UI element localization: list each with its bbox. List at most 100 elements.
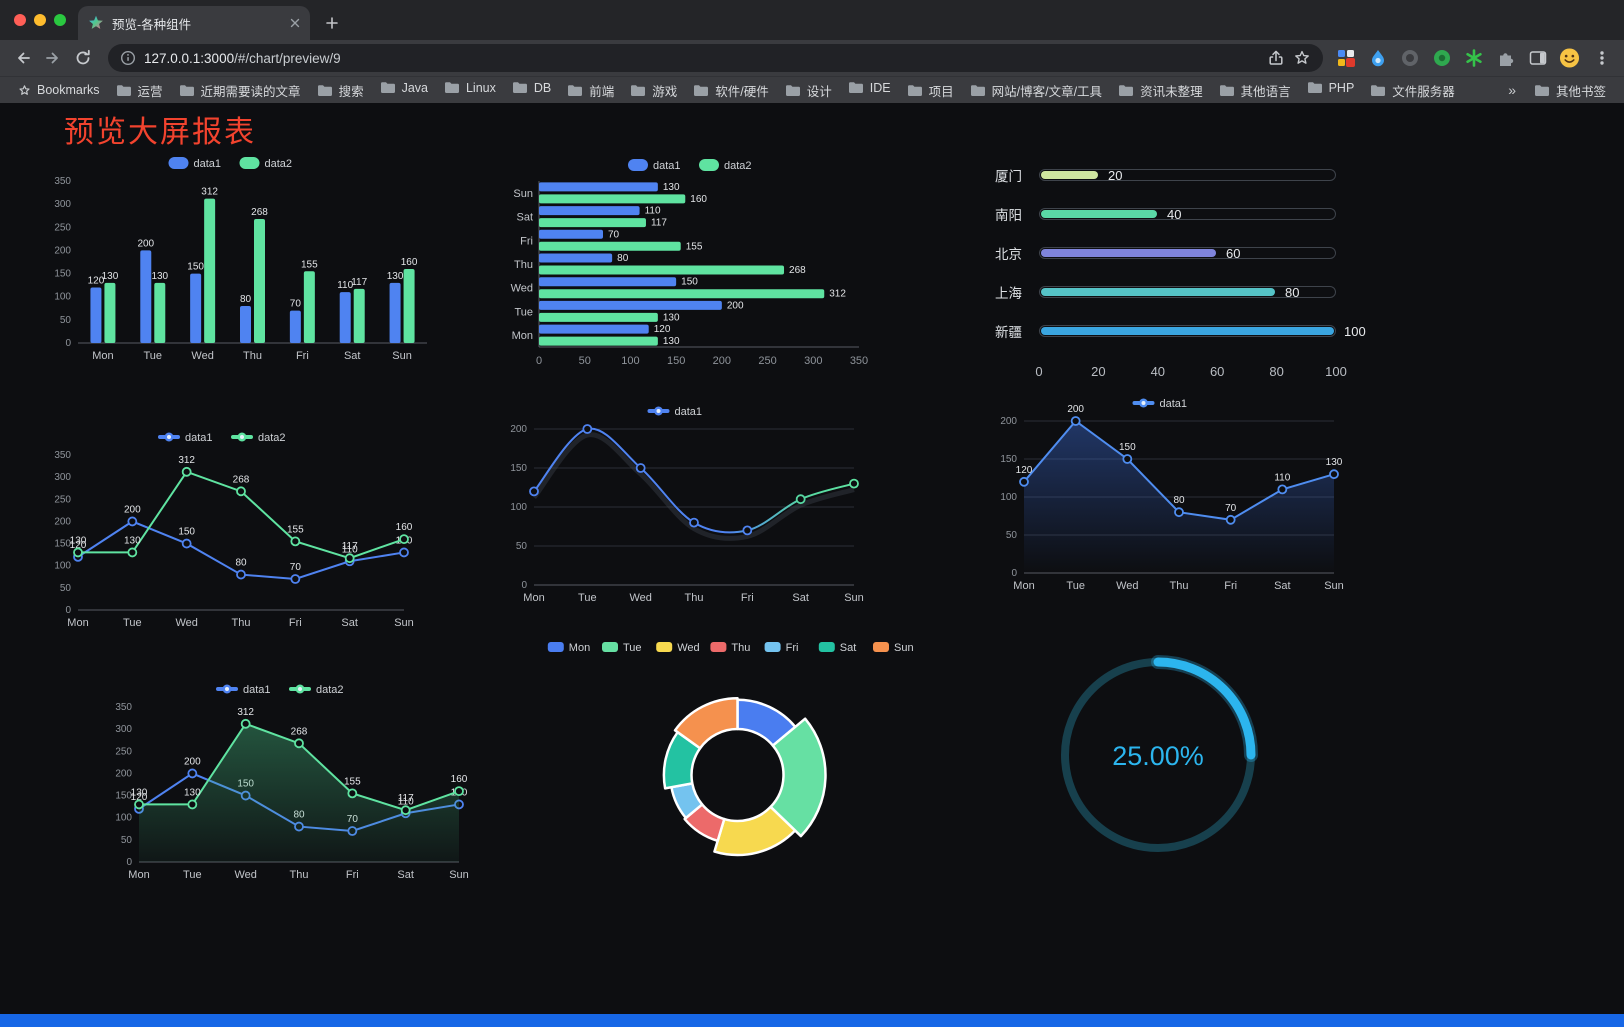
svg-text:Sun: Sun	[394, 617, 414, 629]
svg-text:120: 120	[88, 275, 105, 286]
svg-text:Thu: Thu	[1170, 580, 1189, 592]
bookmark-folder-item[interactable]: 前端	[559, 81, 622, 100]
extension-colorful-icon[interactable]	[1335, 48, 1356, 69]
svg-text:25.00%: 25.00%	[1112, 741, 1204, 771]
bookmark-folder-item[interactable]: 搜索	[309, 81, 372, 100]
bookmark-folder-item[interactable]: 设计	[777, 81, 840, 100]
progress-row: 厦门 20	[995, 155, 1380, 194]
svg-text:300: 300	[115, 724, 132, 735]
svg-text:312: 312	[178, 455, 195, 466]
folder-icon	[631, 84, 646, 96]
progress-label: 上海	[995, 285, 1022, 301]
reload-button[interactable]	[70, 45, 96, 71]
bookmark-folder-item[interactable]: 网站/博客/文章/工具	[962, 81, 1110, 100]
bookmark-folder-item[interactable]: 近期需要读的文章	[171, 81, 309, 100]
browser-menu-button[interactable]	[1591, 48, 1612, 69]
extension-drop-icon[interactable]	[1367, 48, 1388, 69]
folder-icon	[568, 84, 583, 96]
bookmark-folder-item[interactable]: 文件服务器	[1362, 81, 1463, 100]
svg-text:Mon: Mon	[67, 617, 88, 629]
svg-text:Sun: Sun	[449, 869, 469, 881]
url-text[interactable]: 127.0.0.1:3000/#/chart/preview/9	[144, 51, 1259, 66]
bookmark-star-icon[interactable]	[1293, 49, 1311, 67]
bookmark-folder-item[interactable]: 游戏	[622, 81, 685, 100]
profile-avatar[interactable]	[1559, 48, 1580, 69]
svg-text:110: 110	[1274, 472, 1290, 483]
reload-icon	[76, 49, 90, 65]
close-window-button[interactable]	[14, 14, 26, 26]
svg-text:100: 100	[1000, 492, 1017, 503]
extension-asterisk-icon[interactable]	[1463, 48, 1484, 69]
minimize-window-button[interactable]	[34, 14, 46, 26]
bookmark-folder-item[interactable]: 软件/硬件	[685, 81, 776, 100]
svg-text:150: 150	[54, 269, 71, 280]
tab-close-icon[interactable]	[290, 18, 300, 28]
folder-icon	[1307, 82, 1322, 93]
svg-text:70: 70	[290, 562, 302, 573]
back-button[interactable]	[10, 45, 36, 71]
bookmarks-app-item[interactable]: Bookmarks	[10, 77, 108, 103]
svg-text:Sun: Sun	[894, 642, 914, 654]
bookmark-folder-item[interactable]: 运营	[108, 81, 171, 100]
progress-value: 20	[1108, 167, 1123, 183]
bookmark-folder-item[interactable]: PHP	[1299, 81, 1363, 95]
other-bookmarks-item[interactable]: 其他书签	[1526, 77, 1614, 103]
svg-text:250: 250	[54, 222, 71, 233]
bookmark-folder-item[interactable]: DB	[504, 81, 559, 95]
side-panel-icon[interactable]	[1527, 48, 1548, 69]
svg-text:data1: data1	[185, 432, 213, 444]
svg-text:200: 200	[184, 756, 201, 767]
svg-text:200: 200	[713, 355, 731, 367]
svg-text:Tue: Tue	[514, 306, 533, 318]
folder-icon	[317, 84, 332, 96]
svg-text:130: 130	[387, 271, 404, 282]
bookmark-folder-item[interactable]: Java	[372, 81, 436, 95]
bookmark-folder-label: IDE	[869, 80, 891, 95]
window-controls	[14, 14, 66, 26]
browser-tab[interactable]: 预览-各种组件	[78, 6, 310, 40]
share-icon[interactable]	[1267, 49, 1285, 67]
progress-track: 80	[1039, 285, 1336, 300]
svg-text:300: 300	[54, 199, 71, 210]
svg-text:130: 130	[131, 787, 148, 798]
bookmark-folder-label: 前端	[589, 84, 615, 99]
svg-text:100: 100	[115, 813, 132, 824]
svg-text:Thu: Thu	[685, 592, 704, 604]
bookmark-folder-label: 近期需要读的文章	[200, 84, 301, 99]
address-bar[interactable]: 127.0.0.1:3000/#/chart/preview/9	[108, 44, 1323, 72]
bookmark-folder-item[interactable]: 其他语言	[1211, 81, 1299, 100]
svg-text:Wed: Wed	[234, 869, 256, 881]
svg-text:Sat: Sat	[341, 617, 358, 629]
svg-text:200: 200	[54, 245, 71, 256]
extension-green-circle-icon[interactable]	[1431, 48, 1452, 69]
svg-text:Thu: Thu	[290, 869, 309, 881]
svg-text:200: 200	[1067, 404, 1084, 415]
extension-dark-circle-icon[interactable]	[1399, 48, 1420, 69]
svg-text:70: 70	[608, 229, 620, 240]
bookmark-folder-item[interactable]: 资讯未整理	[1110, 81, 1211, 100]
svg-text:350: 350	[115, 702, 132, 713]
bookmarks-overflow-chevron[interactable]: »	[1508, 82, 1516, 98]
svg-text:250: 250	[115, 746, 132, 757]
svg-text:200: 200	[727, 300, 744, 311]
dashboard-page: 预览大屏报表 0 50 100 150 200 250 300 350 Mon Tue Wed Thu…	[0, 103, 1624, 1027]
forward-button[interactable]	[40, 45, 66, 71]
svg-text:Fri: Fri	[741, 592, 754, 604]
bookmark-folder-item[interactable]: 项目	[899, 81, 962, 100]
tab-favicon	[89, 15, 103, 29]
svg-text:Sun: Sun	[513, 188, 533, 200]
svg-text:Mon: Mon	[512, 330, 533, 342]
extensions-puzzle-icon[interactable]	[1495, 48, 1516, 69]
zoom-window-button[interactable]	[54, 14, 66, 26]
new-tab-button[interactable]	[318, 9, 346, 37]
svg-text:100: 100	[54, 292, 71, 303]
folder-icon	[1219, 84, 1234, 96]
bookmark-folder-item[interactable]: IDE	[840, 81, 899, 95]
site-info-icon[interactable]	[120, 50, 136, 66]
folder-icon	[179, 84, 194, 96]
bookmark-folder-item[interactable]: Linux	[436, 81, 504, 95]
svg-text:150: 150	[667, 355, 685, 367]
progress-value: 60	[1226, 245, 1241, 261]
tab-strip: 预览-各种组件	[0, 0, 1624, 40]
